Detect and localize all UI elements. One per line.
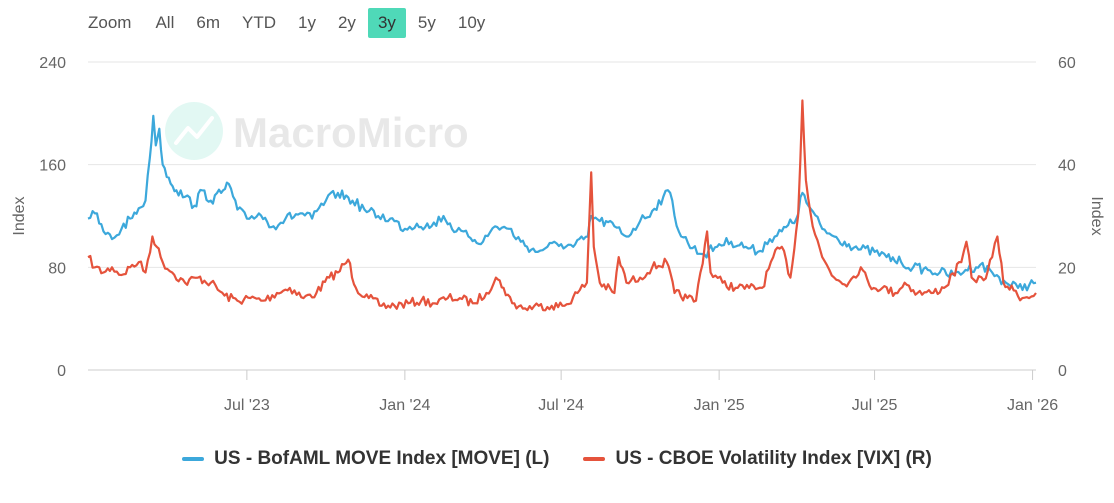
zoom-label: Zoom <box>88 13 132 32</box>
chart-svg: MacroMicro 0 80 160 240 0 20 40 60 Index Index Jul… <box>11 55 1105 414</box>
x-tick-label: Jan '25 <box>694 397 745 414</box>
legend-label-move: US - BofAML MOVE Index [MOVE] (L) <box>214 448 550 469</box>
y-left-tick-label: 0 <box>57 363 66 380</box>
zoom-10y-button[interactable]: 10y <box>457 13 486 32</box>
zoom-3y-button[interactable]: 3y <box>367 8 406 38</box>
y-left-axis-title: Index <box>11 196 28 235</box>
y-right-tick-label: 20 <box>1058 260 1076 277</box>
legend-item-move[interactable]: US - BofAML MOVE Index [MOVE] (L) <box>182 448 549 470</box>
zoom-ytd-button[interactable]: YTD <box>242 13 276 32</box>
x-tick-label: Jul '24 <box>538 397 584 414</box>
zoom-1y-button[interactable]: 1y <box>298 13 316 32</box>
x-tick-label: Jul '25 <box>852 397 898 414</box>
y-right-tick-label: 0 <box>1058 363 1067 380</box>
legend-item-vix[interactable]: US - CBOE Volatility Index [VIX] (R) <box>583 448 932 470</box>
watermark-text: MacroMicro <box>233 109 469 156</box>
y-right-tick-label: 60 <box>1058 55 1076 72</box>
legend: US - BofAML MOVE Index [MOVE] (L) US - C… <box>0 444 1114 474</box>
y-right-tick-label: 40 <box>1058 158 1076 175</box>
zoom-2y-button[interactable]: 2y <box>337 13 356 32</box>
watermark: MacroMicro <box>165 102 469 160</box>
zoom-5y-button[interactable]: 5y <box>417 13 436 32</box>
legend-swatch-vix <box>583 457 606 461</box>
x-tick-label: Jul '23 <box>224 397 270 414</box>
axes: 0 80 160 240 0 20 40 60 Index Index Jul '23 Jan '24… <box>11 55 1105 414</box>
y-left-tick-label: 160 <box>39 158 66 175</box>
zoom-all-button[interactable]: All <box>155 13 175 32</box>
legend-label-vix: US - CBOE Volatility Index [VIX] (R) <box>615 448 932 469</box>
watermark-logo-icon <box>165 102 223 160</box>
x-tick-label: Jan '26 <box>1007 397 1058 414</box>
series-vix[interactable] <box>87 99 1037 312</box>
y-right-axis-title: Index <box>1088 196 1105 235</box>
y-left-tick-label: 80 <box>48 260 66 277</box>
watermark-logo-line <box>174 116 214 145</box>
legend-swatch-move <box>182 457 205 461</box>
series-move[interactable] <box>87 114 1037 292</box>
x-tick-label: Jan '24 <box>379 397 430 414</box>
move-line[interactable] <box>87 114 1037 292</box>
zoom-bar: Zoom All 6m YTD 1y 2y 3y 5y 10y <box>84 6 497 40</box>
vix-line[interactable] <box>87 99 1037 312</box>
y-left-tick-label: 240 <box>39 55 66 72</box>
zoom-6m-button[interactable]: 6m <box>196 13 220 32</box>
grid <box>88 61 1036 371</box>
